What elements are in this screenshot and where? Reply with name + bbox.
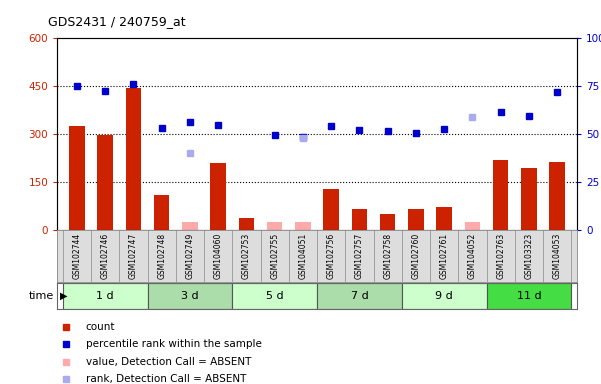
Bar (154, 195, 169, 230)
Text: GSM102755: GSM102755 (270, 232, 279, 279)
Bar (380, 214, 395, 230)
Bar (69, 126, 85, 230)
Bar (210, 163, 226, 230)
Text: GSM104053: GSM104053 (553, 232, 562, 279)
Text: 9 d: 9 d (435, 291, 453, 301)
Bar (436, 207, 452, 230)
Text: GSM102748: GSM102748 (157, 232, 166, 279)
Bar (97, 135, 113, 230)
Text: 1 d: 1 d (96, 291, 114, 301)
Text: GSM104051: GSM104051 (299, 232, 307, 279)
Text: 11 d: 11 d (517, 291, 542, 301)
Text: GSM102746: GSM102746 (100, 232, 109, 279)
Bar (182, 222, 198, 230)
Bar (239, 218, 254, 230)
Text: GSM102747: GSM102747 (129, 232, 138, 279)
Text: GSM102749: GSM102749 (185, 232, 194, 279)
Bar (352, 209, 367, 230)
Bar (323, 189, 339, 230)
Bar (232, 283, 317, 309)
Text: GSM102744: GSM102744 (72, 232, 81, 279)
Text: 5 d: 5 d (266, 291, 284, 301)
Bar (147, 283, 232, 309)
Bar (295, 222, 311, 230)
Text: GSM103323: GSM103323 (525, 232, 534, 279)
Bar (549, 162, 565, 230)
Bar (317, 283, 402, 309)
Bar (465, 222, 480, 230)
Text: GSM104052: GSM104052 (468, 232, 477, 279)
Text: GSM102758: GSM102758 (383, 232, 392, 279)
Text: rank, Detection Call = ABSENT: rank, Detection Call = ABSENT (86, 374, 246, 384)
Text: GSM104060: GSM104060 (213, 232, 222, 279)
Bar (126, 88, 141, 230)
Text: time: time (29, 291, 54, 301)
Text: GSM102757: GSM102757 (355, 232, 364, 279)
Text: GSM102761: GSM102761 (440, 232, 449, 279)
Bar (521, 168, 537, 230)
Text: count: count (86, 322, 115, 332)
Bar (402, 283, 487, 309)
Bar (408, 209, 424, 230)
Bar (487, 283, 572, 309)
Text: GDS2431 / 240759_at: GDS2431 / 240759_at (48, 15, 186, 28)
Text: value, Detection Call = ABSENT: value, Detection Call = ABSENT (86, 357, 251, 367)
Text: GSM102760: GSM102760 (412, 232, 421, 279)
Text: GSM102756: GSM102756 (327, 232, 335, 279)
Text: 3 d: 3 d (181, 291, 199, 301)
Text: percentile rank within the sample: percentile rank within the sample (86, 339, 261, 349)
Text: GSM102763: GSM102763 (496, 232, 505, 279)
Bar (63, 283, 147, 309)
Text: 7 d: 7 d (350, 291, 368, 301)
Bar (267, 222, 282, 230)
Text: ▶: ▶ (60, 291, 67, 301)
Bar (493, 160, 508, 230)
Text: GSM102753: GSM102753 (242, 232, 251, 279)
